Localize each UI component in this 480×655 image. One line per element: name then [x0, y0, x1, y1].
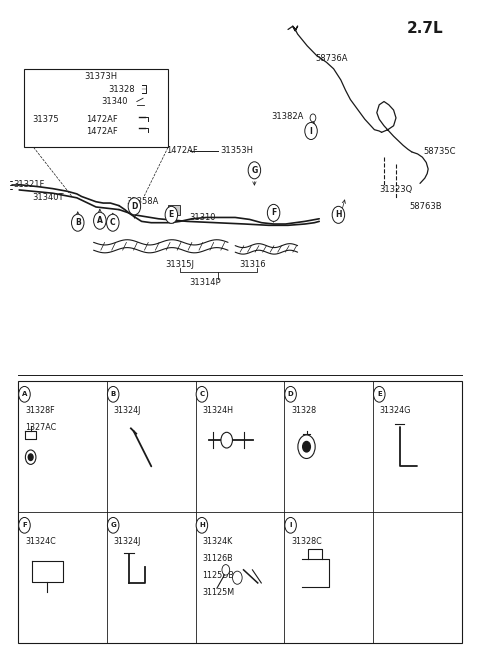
Text: 31373H: 31373H	[84, 72, 117, 81]
Circle shape	[303, 441, 311, 452]
Text: 2.7L: 2.7L	[407, 22, 443, 36]
Text: G: G	[251, 166, 258, 175]
Text: D: D	[131, 202, 138, 211]
Bar	[168, 205, 180, 215]
Text: E: E	[169, 210, 174, 219]
Text: 31324K: 31324K	[203, 536, 233, 546]
Text: 31324G: 31324G	[380, 405, 411, 415]
Text: 31328: 31328	[291, 405, 316, 415]
Circle shape	[298, 435, 315, 458]
Circle shape	[128, 198, 141, 215]
Text: 31358A: 31358A	[126, 196, 158, 206]
Text: 31324H: 31324H	[203, 405, 233, 415]
Text: 31324J: 31324J	[114, 536, 141, 546]
Text: 1472AF: 1472AF	[166, 146, 197, 155]
Text: I: I	[289, 522, 292, 529]
Text: 1327AC: 1327AC	[25, 422, 56, 432]
Text: 58735C: 58735C	[424, 147, 456, 157]
Text: F: F	[271, 208, 276, 217]
Text: I: I	[310, 126, 312, 136]
Text: C: C	[199, 391, 204, 398]
Text: H: H	[335, 210, 342, 219]
Text: 31125M: 31125M	[203, 588, 235, 597]
Circle shape	[108, 386, 119, 402]
Text: 31316: 31316	[239, 260, 265, 269]
Circle shape	[285, 517, 296, 533]
Circle shape	[222, 565, 229, 575]
Circle shape	[267, 204, 280, 221]
Text: 31340T: 31340T	[33, 193, 64, 202]
Circle shape	[221, 432, 232, 448]
Text: 31323Q: 31323Q	[379, 185, 412, 195]
Circle shape	[108, 517, 119, 533]
Circle shape	[19, 386, 30, 402]
Text: 31314P: 31314P	[190, 278, 221, 288]
Text: B: B	[110, 391, 116, 398]
Text: 31126B: 31126B	[203, 553, 233, 563]
Circle shape	[94, 212, 106, 229]
Circle shape	[72, 214, 84, 231]
Text: 58763B: 58763B	[409, 202, 442, 212]
Text: 1472AF: 1472AF	[86, 115, 118, 124]
Circle shape	[25, 450, 36, 464]
Circle shape	[19, 517, 30, 533]
Text: 31375: 31375	[33, 115, 59, 124]
Circle shape	[196, 386, 208, 402]
Circle shape	[305, 122, 317, 140]
Text: 31353H: 31353H	[220, 146, 253, 155]
Circle shape	[373, 386, 385, 402]
Text: 31324J: 31324J	[114, 405, 141, 415]
Text: B: B	[75, 218, 81, 227]
Text: 1472AF: 1472AF	[86, 126, 118, 136]
Circle shape	[107, 214, 119, 231]
Circle shape	[196, 517, 208, 533]
Text: 31310: 31310	[190, 213, 216, 222]
Text: G: G	[110, 522, 116, 529]
Text: 31328F: 31328F	[25, 405, 55, 415]
Text: F: F	[22, 522, 27, 529]
Text: 1125DB: 1125DB	[203, 571, 234, 580]
Text: 31321F: 31321F	[13, 180, 45, 189]
Bar	[24, 69, 168, 147]
Circle shape	[332, 206, 345, 223]
Text: 58736A: 58736A	[316, 54, 348, 64]
Circle shape	[310, 114, 316, 122]
Text: E: E	[377, 391, 382, 398]
Text: 31328C: 31328C	[291, 536, 322, 546]
Circle shape	[165, 206, 178, 223]
Circle shape	[248, 162, 261, 179]
Text: D: D	[288, 391, 293, 398]
Text: 31340: 31340	[101, 97, 127, 106]
Circle shape	[285, 386, 296, 402]
Circle shape	[28, 454, 33, 460]
Text: C: C	[110, 218, 116, 227]
Bar	[18, 381, 462, 643]
Text: 31324C: 31324C	[25, 536, 56, 546]
Circle shape	[232, 571, 242, 584]
Text: H: H	[199, 522, 205, 529]
Text: 31382A: 31382A	[271, 112, 303, 121]
Text: 31328: 31328	[108, 85, 134, 94]
Text: A: A	[22, 391, 27, 398]
Text: 31315J: 31315J	[166, 260, 194, 269]
Text: A: A	[97, 216, 103, 225]
